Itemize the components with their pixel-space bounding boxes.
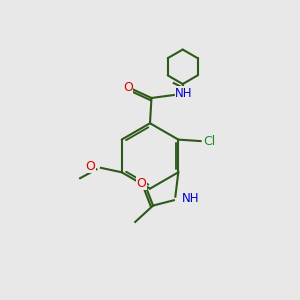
Text: O: O: [123, 81, 133, 94]
Text: O: O: [85, 160, 95, 173]
Text: Cl: Cl: [204, 135, 216, 148]
Text: O: O: [136, 177, 146, 190]
Text: NH: NH: [175, 87, 193, 100]
Text: NH: NH: [182, 192, 200, 205]
